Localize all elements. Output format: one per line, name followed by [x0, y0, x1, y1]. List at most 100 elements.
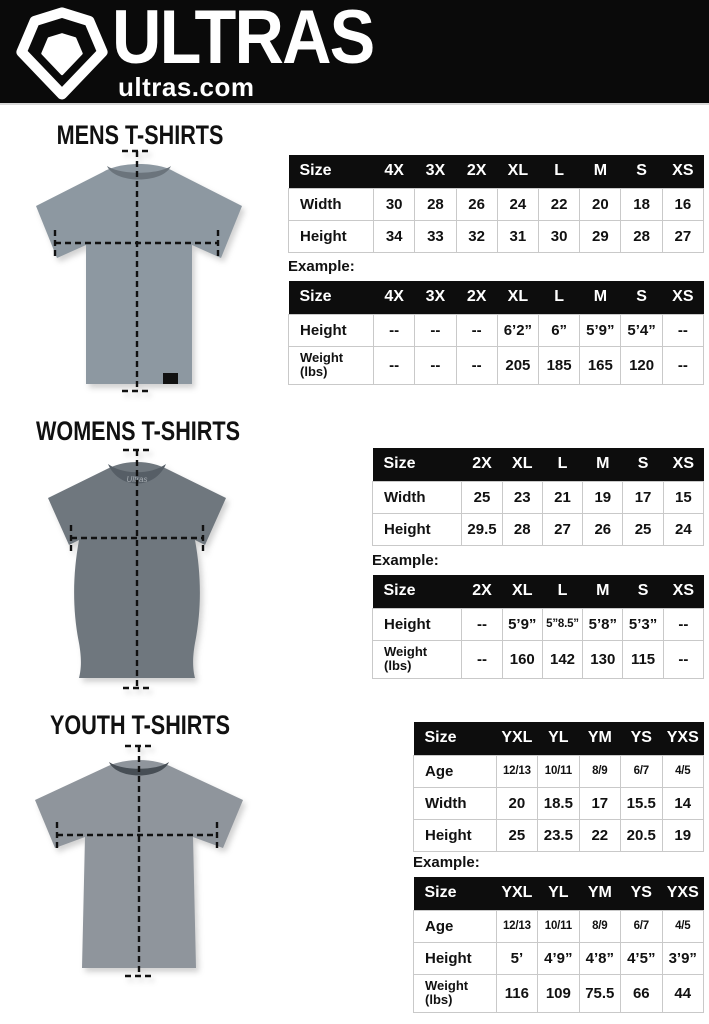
table-cell: --: [662, 639, 705, 679]
youth-example-table: Size YXL YL YM YS YXS Age 12/13 10/11 8/9 6/7 4/5 He…: [413, 877, 705, 1013]
table-cell: --: [373, 345, 416, 385]
table-cell: 26: [582, 512, 624, 546]
table-header-cell: 2X: [461, 448, 503, 481]
table-row: Width 30 28 26 24 22 20 18 16: [287, 187, 705, 221]
table-cell: 75.5: [578, 973, 622, 1013]
table-header-cell: YXS: [662, 877, 704, 910]
header-banner: ULTRAS ultras.com: [0, 0, 709, 105]
row-label: Age: [413, 754, 497, 788]
table-cell: 32: [455, 219, 498, 253]
table-cell: 16: [661, 187, 705, 221]
shirt-collar: [107, 166, 171, 180]
table-header-cell: 4X: [373, 281, 415, 314]
table-header-label: Size: [372, 575, 462, 608]
section-title-youth: YOUTH T-SHIRTS: [49, 710, 230, 740]
table-cell: 116: [495, 973, 539, 1013]
size-table: Size YXL YL YM YS YXS Age 12/13 10/11 8/9 6/7 4/5 He…: [413, 877, 705, 1013]
table-cell: --: [414, 313, 457, 347]
table-cell: 120: [620, 345, 663, 385]
row-label: Weight (lbs): [371, 639, 463, 679]
table-header-cell: XS: [663, 575, 704, 608]
table-header-cell: XL: [502, 448, 543, 481]
row-label: Width: [371, 480, 463, 514]
table-cell: 33: [414, 219, 457, 253]
table-header-cell: YXL: [496, 722, 538, 755]
neck-label: Ultras: [127, 475, 148, 484]
table-cell: 31: [496, 219, 540, 253]
table-cell: 25: [622, 512, 664, 546]
table-cell: 185: [537, 345, 581, 385]
table-cell: 28: [620, 219, 663, 253]
table-cell: 19: [661, 818, 705, 852]
table-row: Age 12/13 10/11 8/9 6/7 4/5: [413, 909, 705, 943]
table-cell: 21: [541, 480, 584, 514]
table-header-cell: M: [579, 155, 621, 188]
size-table: Size 4X 3X 2X XL L M S XS Height -- -- -- 6’2” 6” 5’9” 5…: [287, 281, 705, 385]
example-label-womens: Example:: [372, 552, 439, 569]
table-cell: 6/7: [620, 754, 663, 788]
example-label-mens: Example:: [288, 258, 355, 275]
table-header-cell: S: [620, 281, 663, 314]
table-cell: 12/13: [495, 909, 539, 943]
womens-tshirt-image: Ultras: [48, 448, 226, 690]
table-row: Weight (lbs) -- -- -- 205 185 165 120 --: [287, 345, 705, 385]
table-cell: 24: [662, 512, 705, 546]
table-header-cell: 4X: [373, 155, 415, 188]
table-row: Height 5’ 4’9” 4’8” 4’5” 3’9”: [413, 941, 705, 975]
table-cell: 4/5: [661, 754, 705, 788]
brand-website: ultras.com: [118, 72, 255, 102]
table-cell: 8/9: [578, 754, 622, 788]
table-cell: --: [373, 313, 416, 347]
table-cell: 115: [622, 639, 664, 679]
table-cell: 4/5: [661, 909, 705, 943]
section-title-mens: MENS T-SHIRTS: [56, 120, 224, 150]
table-header-cell: 2X: [456, 155, 498, 188]
measurement-lines: [69, 448, 205, 690]
row-label: Height: [287, 219, 375, 253]
table-row: Width 25 23 21 19 17 15: [371, 480, 705, 514]
table-header-cell: YL: [537, 877, 580, 910]
table-cell: --: [662, 607, 705, 641]
table-header-cell: XL: [497, 155, 539, 188]
size-table: Size 4X 3X 2X XL L M S XS Width 30 28 26 24 22 20 18 16 He…: [287, 155, 705, 253]
table-header-cell: 3X: [414, 281, 457, 314]
table-cell: 19: [582, 480, 624, 514]
table-cell: --: [461, 639, 503, 679]
table-row: Height -- -- -- 6’2” 6” 5’9” 5’4” --: [287, 313, 705, 347]
table-cell: 30: [537, 219, 581, 253]
table-cell: --: [414, 345, 457, 385]
table-row: Height -- 5’9” 5”8.5” 5’8” 5’3” --: [371, 607, 705, 641]
table-cell: 5’: [495, 941, 539, 975]
table-header-cell: XS: [662, 281, 704, 314]
table-cell: 23.5: [537, 818, 580, 852]
row-label: Height: [413, 818, 497, 852]
table-cell: 23: [501, 480, 543, 514]
table-cell: 22: [537, 187, 581, 221]
table-cell: 10/11: [537, 754, 580, 788]
table-cell: 6”: [537, 313, 581, 347]
table-cell: 28: [414, 187, 457, 221]
table-cell: 5’3”: [622, 607, 664, 641]
table-header-row: Size YXL YL YM YS YXS: [413, 722, 704, 755]
shirt-body: [35, 760, 243, 968]
table-cell: 5’9”: [579, 313, 622, 347]
table-header-cell: XS: [662, 155, 704, 188]
table-header-cell: L: [542, 575, 583, 608]
table-cell: 15: [662, 480, 705, 514]
table-header-cell: XS: [663, 448, 704, 481]
table-cell: 66: [620, 973, 663, 1013]
table-cell: 5’8”: [582, 607, 624, 641]
table-cell: 28: [501, 512, 543, 546]
row-label: Height: [371, 512, 463, 546]
example-label-youth: Example:: [413, 854, 480, 871]
table-cell: 20.5: [620, 818, 663, 852]
table-header-cell: L: [538, 281, 580, 314]
row-label: Height: [413, 941, 497, 975]
youth-size-table: Size YXL YL YM YS YXS Age 12/13 10/11 8/9 6/7 4/5 Wi…: [413, 722, 705, 852]
table-cell: 30: [373, 187, 416, 221]
table-header-cell: YM: [579, 877, 621, 910]
table-row: Age 12/13 10/11 8/9 6/7 4/5: [413, 754, 705, 788]
table-header-row: Size 4X 3X 2X XL L M S XS: [288, 155, 704, 188]
table-cell: 44: [661, 973, 705, 1013]
